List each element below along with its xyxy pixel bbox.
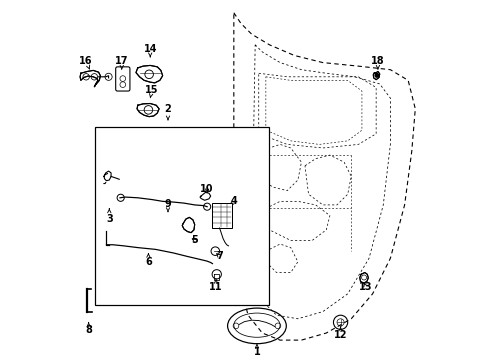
Text: 1: 1 — [253, 344, 260, 356]
Text: 11: 11 — [209, 279, 223, 292]
FancyBboxPatch shape — [116, 67, 130, 91]
Polygon shape — [136, 66, 163, 83]
Text: 8: 8 — [85, 322, 92, 335]
Text: 6: 6 — [145, 254, 151, 267]
Text: 5: 5 — [191, 235, 198, 246]
Text: 18: 18 — [370, 56, 384, 69]
Polygon shape — [372, 72, 379, 80]
Text: 14: 14 — [143, 44, 157, 57]
FancyBboxPatch shape — [212, 203, 232, 228]
Text: 13: 13 — [358, 282, 371, 292]
Text: 10: 10 — [200, 184, 213, 194]
Text: 2: 2 — [164, 104, 171, 120]
Text: 15: 15 — [145, 85, 159, 98]
Polygon shape — [137, 103, 159, 117]
FancyBboxPatch shape — [95, 127, 269, 305]
Polygon shape — [80, 71, 100, 87]
Text: 7: 7 — [216, 252, 223, 261]
Circle shape — [374, 73, 378, 77]
Text: 3: 3 — [106, 208, 112, 224]
Text: 17: 17 — [115, 56, 128, 69]
Text: 12: 12 — [333, 327, 346, 340]
Polygon shape — [359, 273, 367, 283]
Text: 9: 9 — [164, 199, 171, 212]
Text: 4: 4 — [230, 196, 237, 206]
Polygon shape — [182, 217, 194, 233]
Text: 16: 16 — [79, 56, 93, 69]
